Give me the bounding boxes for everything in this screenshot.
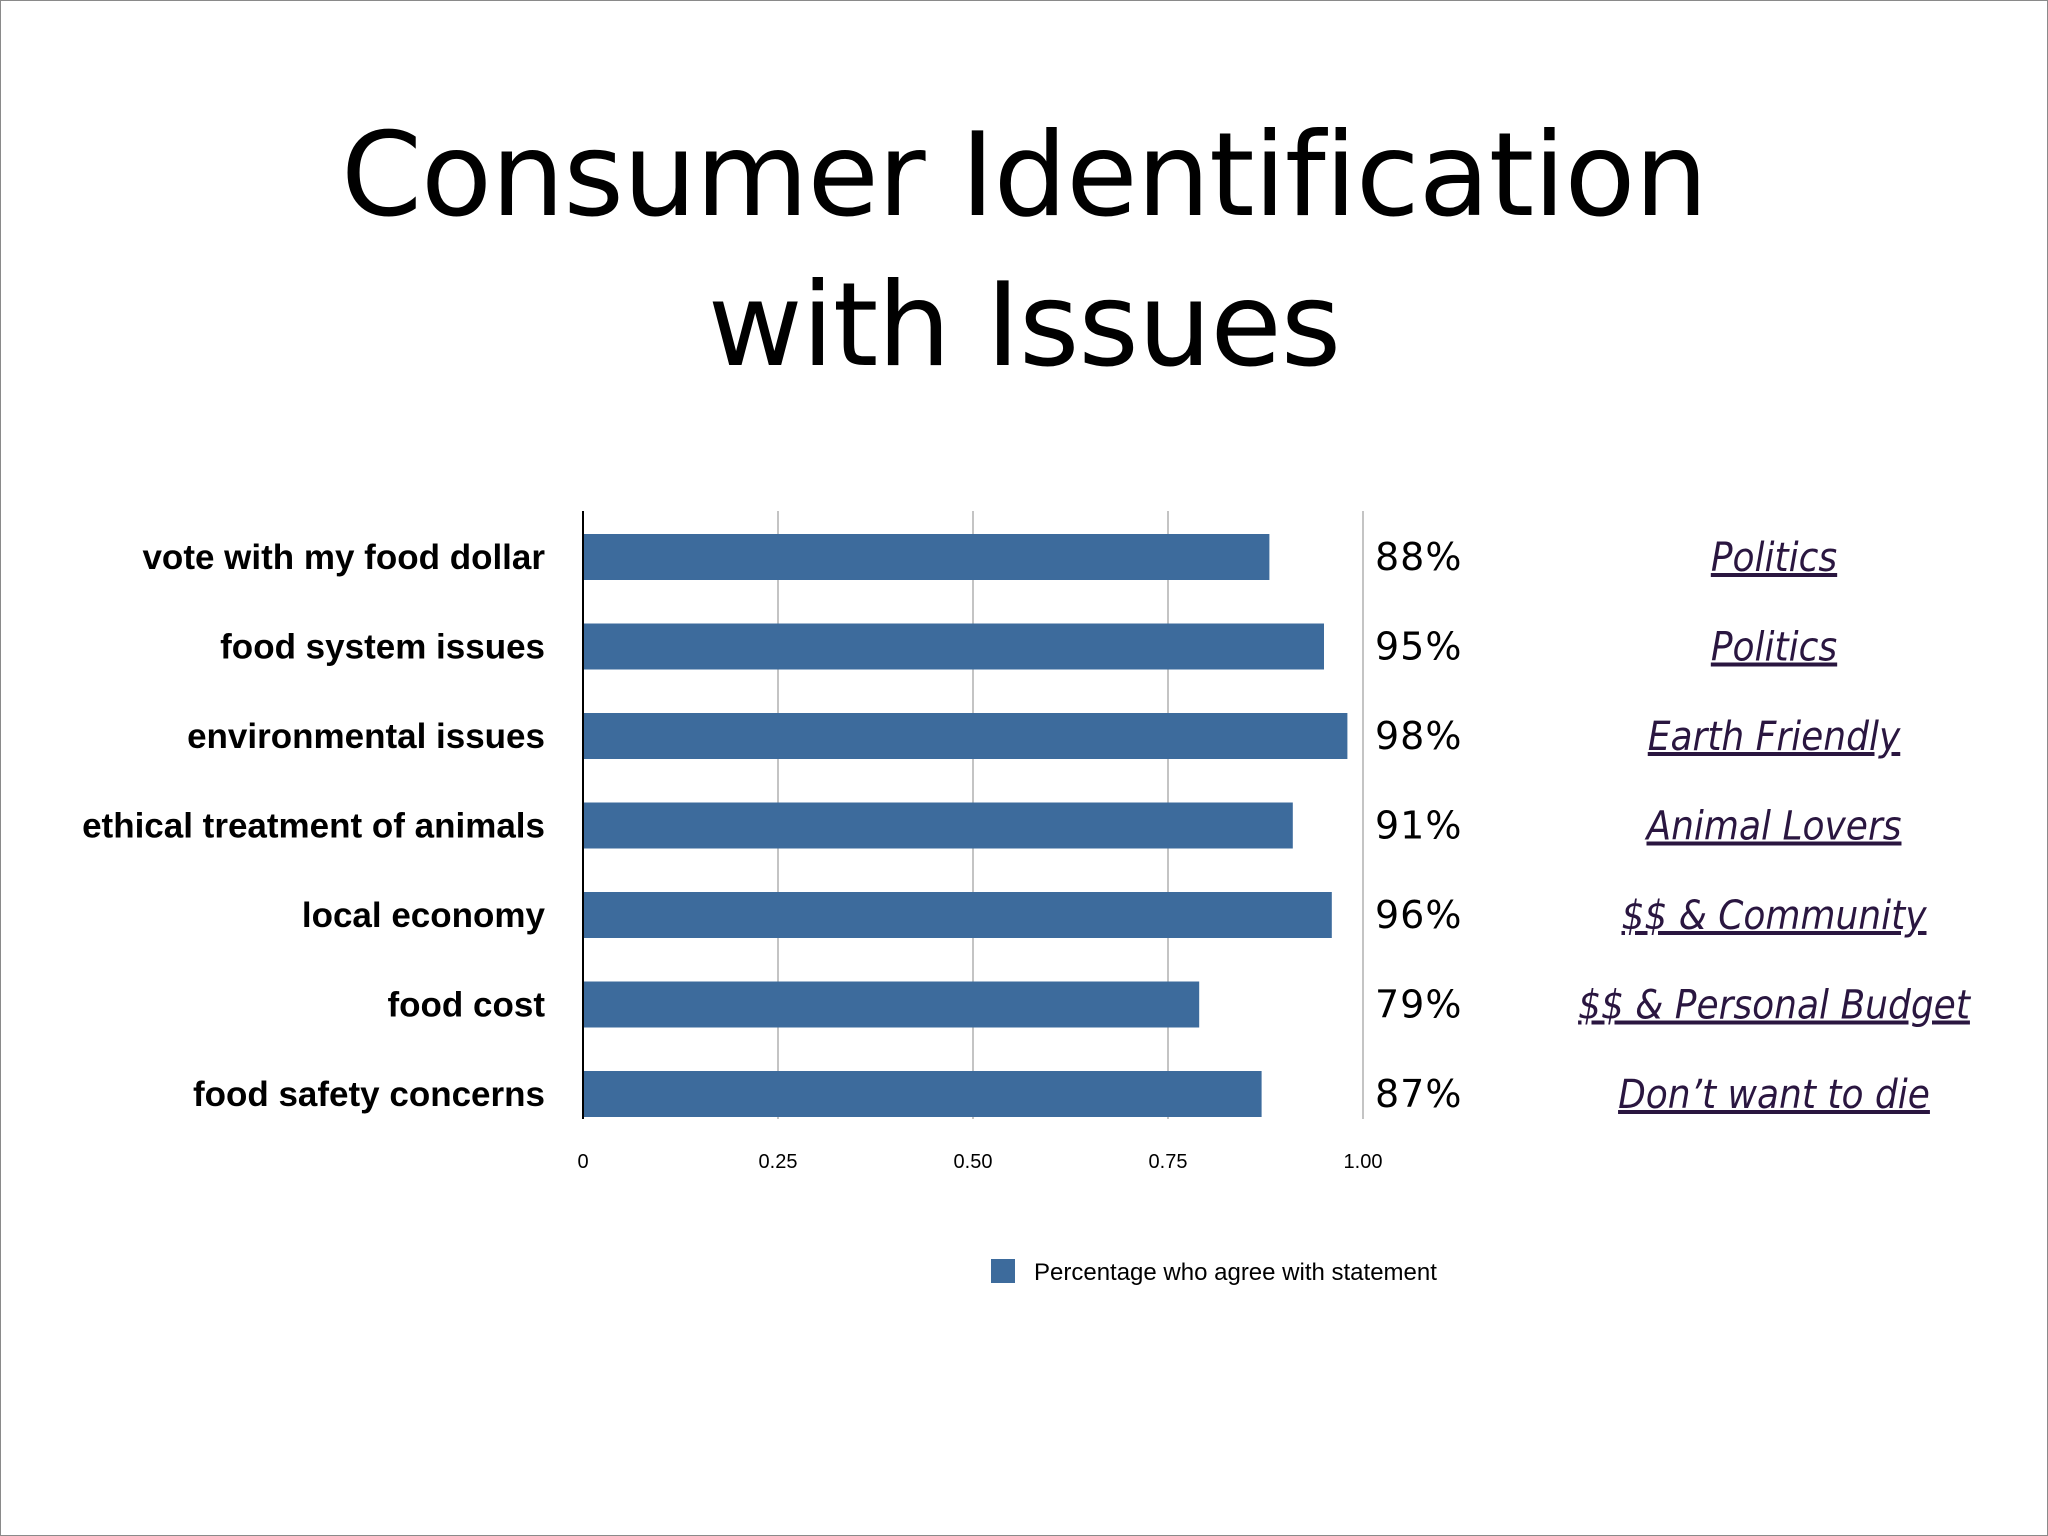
category-label: vote with my food dollar (142, 538, 545, 577)
legend-label: Percentage who agree with statement (1034, 1259, 1437, 1286)
bars (584, 534, 1348, 1117)
theme-annotation: $$ & Personal Budget (1578, 983, 1972, 1029)
x-tick-label: 1.00 (1344, 1151, 1383, 1173)
data-label: 98% (1375, 714, 1462, 758)
legend: Percentage who agree with statement (991, 1259, 1437, 1286)
slide-title: Consumer Identification with Issues (1, 101, 2047, 401)
theme-annotation: Animal Lovers (1645, 804, 1902, 850)
category-labels: vote with my food dollar food system issu… (82, 538, 545, 1114)
theme-annotation: Politics (1711, 535, 1838, 581)
x-tick-labels: 0 0.25 0.50 0.75 1.00 (577, 1151, 1382, 1173)
legend-swatch (991, 1259, 1015, 1283)
data-label: 96% (1375, 893, 1462, 937)
slide-title-line-2: with Issues (707, 258, 1341, 393)
data-label: 91% (1375, 804, 1462, 848)
bar (584, 1071, 1262, 1117)
theme-annotation: Earth Friendly (1648, 714, 1901, 760)
x-tick-label: 0.25 (759, 1151, 798, 1173)
bar (584, 981, 1200, 1028)
x-tick-label: 0.75 (1149, 1151, 1188, 1173)
category-label: food system issues (220, 628, 545, 667)
bar (584, 892, 1332, 938)
category-label: environmental issues (187, 717, 545, 756)
data-label: 79% (1375, 983, 1462, 1027)
bar (584, 802, 1293, 849)
theme-annotation: $$ & Community (1622, 893, 1928, 939)
theme-annotation: Politics (1711, 625, 1838, 671)
category-label: local economy (302, 896, 546, 935)
bar (584, 623, 1324, 670)
theme-annotation: Don’t want to die (1618, 1072, 1930, 1118)
x-tick-label: 0.50 (954, 1151, 993, 1173)
bar (584, 534, 1270, 580)
category-label: food cost (388, 986, 546, 1025)
theme-annotations: Politics Politics Earth Friendly Animal Lov… (1578, 535, 1972, 1118)
x-tick-label: 0 (577, 1151, 588, 1173)
category-label: ethical treatment of animals (82, 807, 545, 846)
data-label: 87% (1375, 1072, 1462, 1116)
category-label: food safety concerns (193, 1075, 545, 1114)
data-label: 88% (1375, 535, 1462, 579)
slide-title-line-1: Consumer Identification (341, 108, 1708, 243)
bar (584, 713, 1348, 759)
data-label: 95% (1375, 625, 1462, 669)
data-labels: 88% 95% 98% 91% 96% 79% 87% (1375, 535, 1462, 1116)
